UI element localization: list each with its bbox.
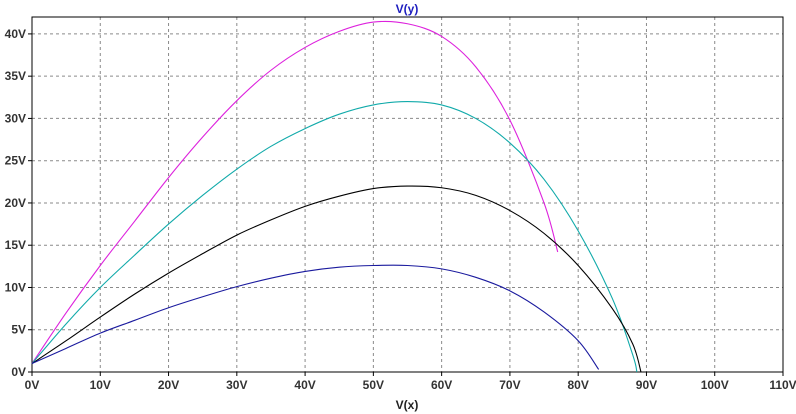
- x-tick-label: 40V: [294, 378, 315, 392]
- x-tick-label: 50V: [363, 378, 384, 392]
- plot-frame: [31, 16, 784, 373]
- series-line-4: [31, 264, 600, 370]
- y-tick-label: 40V: [5, 27, 26, 41]
- series-line-2: [31, 100, 638, 373]
- y-tick-label: 0V: [11, 365, 26, 379]
- x-tick-label: 110V: [769, 378, 796, 392]
- x-tick-label: 90V: [636, 378, 657, 392]
- x-tick-label: 60V: [431, 378, 452, 392]
- y-tick-label: 25V: [5, 154, 26, 168]
- y-tick-label: 5V: [11, 323, 26, 337]
- y-tick-label: 35V: [5, 69, 26, 83]
- series-line-3: [31, 185, 642, 373]
- y-tick-label: 30V: [5, 111, 26, 125]
- x-tick-label: 20V: [158, 378, 179, 392]
- x-axis-title: V(x): [396, 398, 419, 412]
- chart-title: V(y): [396, 2, 419, 16]
- series-line-1: [31, 20, 559, 364]
- x-axis-ticks: 0V 10V 20V 30V 40V 50V 60V 70V 80V 90V 100V 110V: [25, 372, 796, 392]
- x-tick-label: 10V: [90, 378, 111, 392]
- x-tick-label: 70V: [499, 378, 520, 392]
- y-tick-label: 10V: [5, 280, 26, 294]
- gridlines: [32, 17, 783, 372]
- x-tick-label: 80V: [568, 378, 589, 392]
- x-tick-label: 100V: [701, 378, 729, 392]
- y-tick-label: 15V: [5, 238, 26, 252]
- y-axis-ticks: 0V 5V 10V 15V 20V 25V 30V 35V 40V: [5, 27, 32, 379]
- y-tick-label: 20V: [5, 196, 26, 210]
- series-layer: [31, 20, 642, 373]
- x-tick-label: 30V: [226, 378, 247, 392]
- x-tick-label: 0V: [25, 378, 40, 392]
